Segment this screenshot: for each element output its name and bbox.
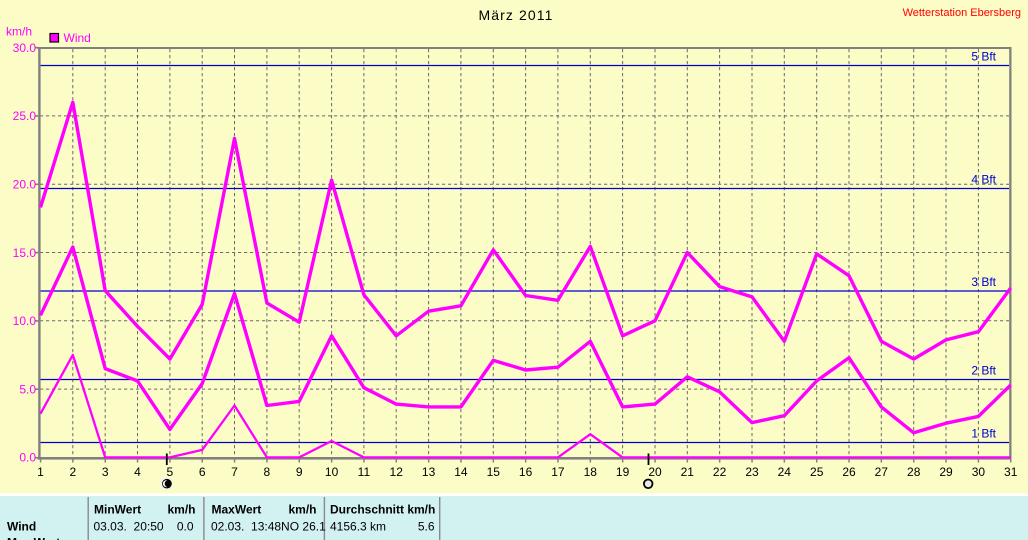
svg-text:Wetterstation Ebersberg: Wetterstation Ebersberg <box>903 7 1021 19</box>
svg-text:30: 30 <box>972 465 986 479</box>
svg-text:25: 25 <box>810 465 824 479</box>
svg-text:26: 26 <box>842 465 856 479</box>
svg-text:21: 21 <box>681 465 695 479</box>
svg-text:10: 10 <box>325 465 339 479</box>
svg-text:4156.3 km: 4156.3 km <box>330 520 386 534</box>
svg-text:9: 9 <box>296 465 303 479</box>
svg-text:31: 31 <box>1004 465 1018 479</box>
svg-text:30.0: 30.0 <box>13 41 37 55</box>
svg-text:km/h: km/h <box>288 503 316 517</box>
svg-text:27: 27 <box>875 465 889 479</box>
svg-text:15: 15 <box>487 465 501 479</box>
svg-text:29: 29 <box>939 465 953 479</box>
svg-text:18: 18 <box>584 465 598 479</box>
svg-text:20: 20 <box>648 465 662 479</box>
svg-text:0.0: 0.0 <box>177 520 194 534</box>
svg-text:12: 12 <box>390 465 404 479</box>
svg-text:Durchschnitt km/h: Durchschnitt km/h <box>330 503 435 517</box>
svg-text:03.03. 20:50: 03.03. 20:50 <box>94 520 164 534</box>
svg-text:5 Bft: 5 Bft <box>971 49 996 63</box>
svg-text:1 Bft: 1 Bft <box>971 426 996 440</box>
svg-text:3: 3 <box>102 465 109 479</box>
svg-text:5.6: 5.6 <box>418 520 435 534</box>
svg-text:10.0: 10.0 <box>13 314 37 328</box>
svg-text:28: 28 <box>907 465 921 479</box>
svg-text:km/h: km/h <box>6 25 32 39</box>
svg-text:8: 8 <box>264 465 271 479</box>
svg-text:14: 14 <box>454 465 468 479</box>
svg-text:1: 1 <box>37 465 44 479</box>
svg-text:März 2011: März 2011 <box>478 7 553 23</box>
svg-text:16: 16 <box>519 465 533 479</box>
svg-text:2: 2 <box>69 465 76 479</box>
svg-text:Wind: Wind <box>7 520 36 534</box>
svg-text:MinWert: MinWert <box>94 503 141 517</box>
svg-text:20.0: 20.0 <box>13 178 37 192</box>
svg-text:2 Bft: 2 Bft <box>971 363 996 377</box>
svg-text:0.0: 0.0 <box>19 451 36 465</box>
svg-text:Wind: Wind <box>64 31 91 45</box>
svg-text:4 Bft: 4 Bft <box>971 172 996 186</box>
svg-text:25.0: 25.0 <box>13 109 37 123</box>
svg-text:km/h: km/h <box>167 503 195 517</box>
svg-text:24: 24 <box>778 465 792 479</box>
svg-text:22: 22 <box>713 465 727 479</box>
svg-text:4: 4 <box>134 465 141 479</box>
svg-text:15.0: 15.0 <box>13 246 37 260</box>
svg-text:02.03. 13:48NO 26.1: 02.03. 13:48NO 26.1 <box>211 520 326 534</box>
svg-text:17: 17 <box>551 465 565 479</box>
svg-text:5.0: 5.0 <box>19 382 36 396</box>
svg-text:23: 23 <box>745 465 759 479</box>
svg-text:5: 5 <box>167 465 174 479</box>
svg-text:Max.Wert: Max.Wert <box>7 536 60 540</box>
svg-text:13: 13 <box>422 465 436 479</box>
svg-text:7: 7 <box>231 465 238 479</box>
svg-text:6: 6 <box>199 465 206 479</box>
svg-text:MaxWert: MaxWert <box>212 503 262 517</box>
svg-text:11: 11 <box>358 465 371 479</box>
svg-text:19: 19 <box>616 465 630 479</box>
svg-text:3 Bft: 3 Bft <box>971 275 996 289</box>
